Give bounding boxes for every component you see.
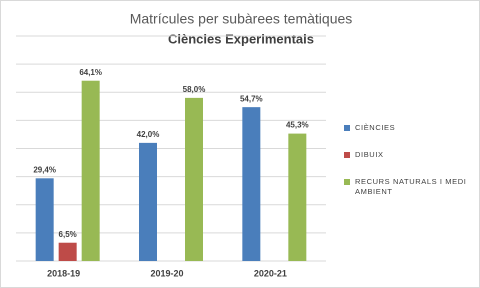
legend-swatch bbox=[344, 179, 350, 185]
data-label: 54,7% bbox=[240, 94, 263, 103]
x-tick-label: 2018-19 bbox=[47, 268, 80, 278]
legend: CIÈNCIES DIBUIX RECURS NATURALS I MEDI AMB… bbox=[344, 123, 472, 214]
bar bbox=[81, 80, 100, 261]
x-tick-label: 2020-21 bbox=[254, 268, 287, 278]
bar bbox=[288, 133, 307, 261]
legend-label: DIBUIX bbox=[355, 150, 384, 159]
legend-item: CIÈNCIES bbox=[344, 123, 472, 133]
chart-subtitle: Ciències Experimentals bbox=[168, 31, 314, 46]
chart-title: Matrícules per subàrees temàtiques bbox=[130, 11, 353, 27]
legend-swatch bbox=[344, 152, 350, 158]
bar bbox=[58, 242, 77, 261]
legend-swatch bbox=[344, 125, 350, 131]
data-label: 45,3% bbox=[286, 121, 309, 130]
legend-item: DIBUIX bbox=[344, 150, 472, 160]
bar bbox=[185, 97, 203, 261]
bar bbox=[242, 107, 261, 261]
legend-label: CIÈNCIES bbox=[355, 123, 396, 132]
bar bbox=[35, 178, 54, 261]
x-tick-label: 2019-20 bbox=[150, 268, 183, 278]
data-label: 42,0% bbox=[137, 130, 160, 139]
data-label: 64,1% bbox=[79, 68, 102, 77]
bar bbox=[139, 142, 157, 261]
data-label: 6,5% bbox=[59, 230, 77, 239]
data-label: 29,4% bbox=[33, 165, 56, 174]
legend-label: RECURS NATURALS I MEDI AMBIENT bbox=[355, 177, 467, 196]
data-label: 58,0% bbox=[183, 85, 206, 94]
legend-item: RECURS NATURALS I MEDI AMBIENT bbox=[344, 177, 472, 197]
